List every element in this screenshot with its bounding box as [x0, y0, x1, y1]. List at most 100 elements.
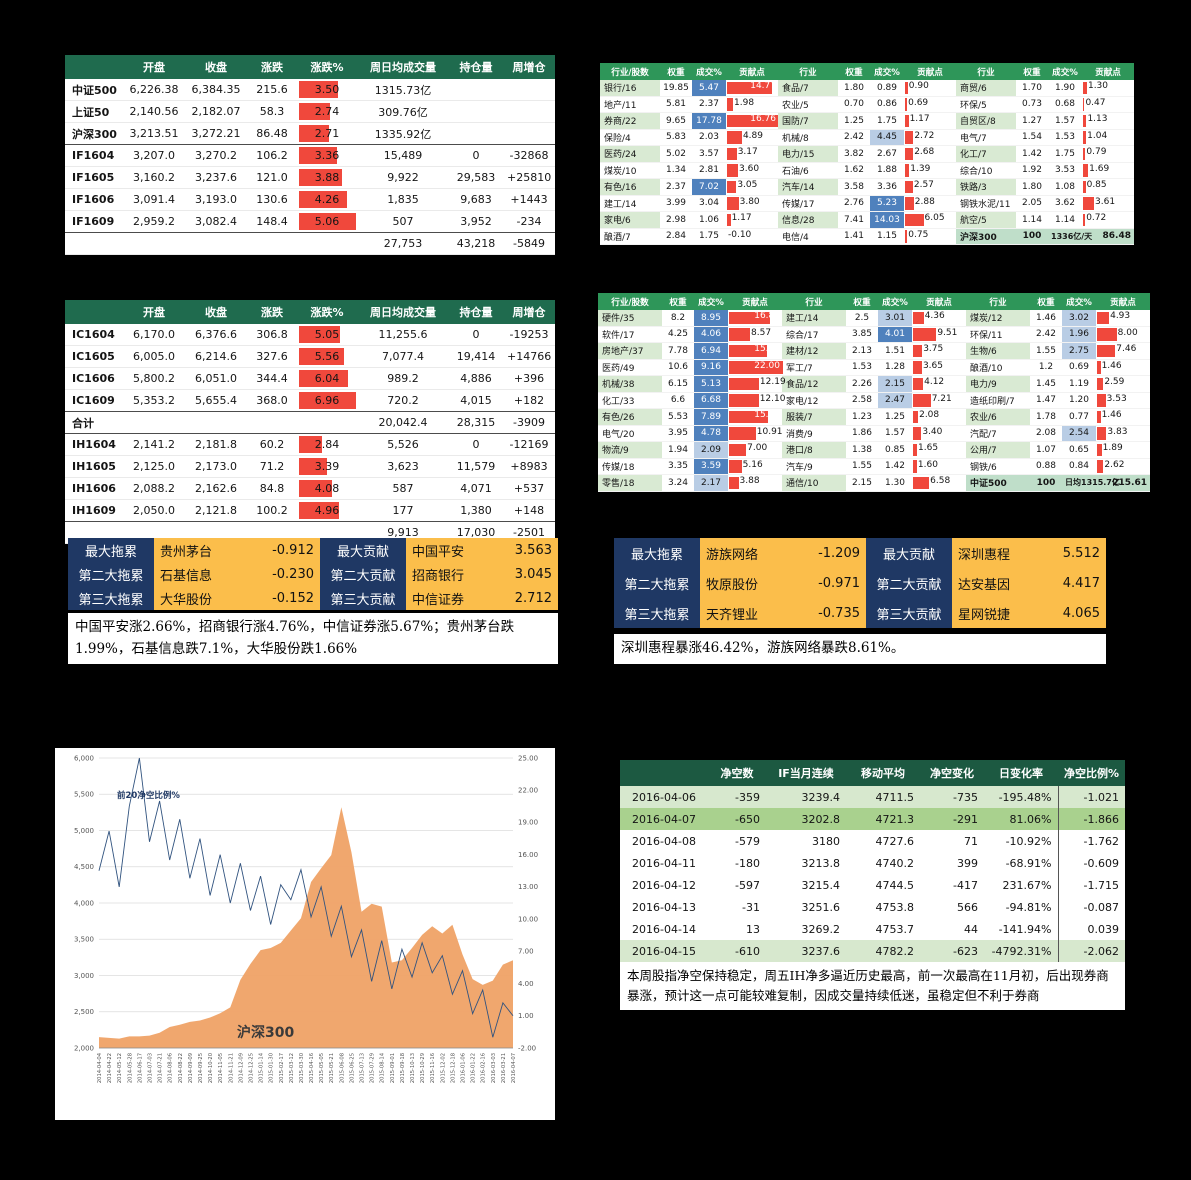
contribution-cell: 3.53 — [1096, 392, 1150, 409]
x-axis-tick-label: 2015-10-29 — [420, 1053, 426, 1083]
table-row: IF1606 3,091.4 3,193.0 130.6 4.26 1,835 9,683 +… — [65, 188, 555, 211]
right-axis-tick-label: 16.00 — [518, 851, 538, 859]
pct-change-cell: 6.04 — [297, 367, 357, 390]
volume-pct-cell: 1.15 — [870, 228, 904, 245]
pct-change-bar — [299, 169, 343, 186]
contribution-value: 15.80 — [754, 410, 780, 420]
data-cell: 215.6 — [247, 79, 297, 101]
data-cell: 13 — [746, 922, 760, 936]
industry-cell: 机械/8 — [778, 129, 838, 146]
pct-change-bar — [299, 502, 340, 519]
hs300-area-series — [99, 807, 513, 1048]
contribution-value: 2.62 — [1104, 459, 1125, 470]
column-header: 周增仓 — [503, 300, 555, 324]
industry-cell: 物流/9 — [598, 441, 662, 459]
x-axis-tick-label: 2016-01-06 — [461, 1053, 467, 1083]
contribution-cell: 1.46 — [1096, 359, 1150, 376]
netshort-table-panel: 净空数 IF当月连续 移动平均 净空变化 日变化率 净空比例% 2016-04-06 -359… — [620, 760, 1125, 1010]
data-cell: -10.92% — [1005, 834, 1052, 848]
column-header: 涨跌 — [247, 300, 297, 324]
contribution-value: 3.75 — [923, 344, 944, 354]
data-cell: 1,380 — [449, 499, 503, 522]
contribution-bar — [1097, 394, 1106, 407]
data-cell: 3,237.6 — [185, 166, 247, 189]
data-cell: 4740.2 — [875, 856, 915, 870]
contribution-bar — [1097, 427, 1107, 440]
data-cell: -1.715 — [1057, 874, 1125, 896]
table-body: 银行/16 19.85 5.47 14.77 食品/7 1.80 0.89 0.90 商贸/6 1… — [600, 80, 1134, 245]
hs300-industry-panel: 行业/股数 权重 成交% 贡献点 行业 权重 成交% 贡献点 行业 权重 成交% 贡献点 银行/16 19… — [600, 63, 1134, 245]
pct-change-bar — [299, 81, 339, 98]
hs300-movers-note: 中国平安涨2.66%，招商银行涨4.76%，中信证券涨5.67%；贵州茅台跌1.… — [68, 613, 558, 665]
contribution-bar — [727, 114, 779, 127]
volume-pct-cell: 0.65 — [1062, 441, 1096, 459]
column-header: 周日均成交量 — [357, 55, 449, 79]
drag-stock-name: 牧原股份 — [700, 568, 808, 598]
industry-cell: 食品/12 — [782, 375, 846, 393]
table-body: 最大拖累 游族网络 -1.209 最大贡献 深圳惠程 5.512 第二大拖累 牧原股份 -0.9… — [614, 538, 1106, 628]
column-header: 行业 — [956, 63, 1016, 80]
data-cell: 3.58 — [838, 178, 870, 196]
volume-pct-cell: 2.03 — [692, 129, 726, 146]
csi500-movers-table: 最大拖累 游族网络 -1.209 最大贡献 深圳惠程 5.512 第二大拖累 牧原股份 -0.9… — [614, 538, 1106, 628]
contribution-bar — [913, 476, 930, 489]
pct-change-bar — [299, 147, 337, 164]
contrib-stock-name: 中国平安 — [406, 538, 502, 562]
x-axis-tick-label: 2015-07-13 — [360, 1053, 366, 1083]
industry-cell: 酿酒/7 — [600, 228, 660, 245]
column-header: 成交% — [1048, 63, 1082, 80]
volume-pct-cell: 3.59 — [694, 458, 728, 475]
contrib-rank-label: 最大贡献 — [320, 538, 406, 562]
contribution-bar — [913, 443, 918, 456]
table-row: 2016-04-13 -31 3251.6 4753.8 566 -94.81% -0.08… — [620, 896, 1125, 918]
industry-cell: 软件/17 — [598, 326, 662, 343]
data-cell: 5,526 — [357, 433, 449, 456]
drag-stock-name: 贵州茅台 — [154, 538, 262, 562]
data-cell: 2,088.2 — [123, 477, 185, 500]
column-header: 日变化率 — [984, 760, 1058, 786]
data-cell: 148.4 — [247, 210, 297, 233]
volume-pct-cell: 5.47 — [692, 80, 726, 97]
data-cell: 6.15 — [662, 375, 694, 393]
x-axis-tick-label: 2014-10-20 — [208, 1053, 214, 1083]
table-body: 硬件/35 8.2 8.95 16.88 建工/14 2.5 3.01 4.36 煤炭/12 1.… — [598, 310, 1150, 492]
table-row: 软件/17 4.25 4.06 8.57 综合/17 3.85 4.01 9.51 环保/11 2… — [598, 326, 1150, 343]
data-cell — [247, 411, 297, 434]
x-axis-tick-label: 2015-01-14 — [259, 1052, 265, 1083]
table-row: 2016-04-15 -610 3237.6 4782.2 -623 -4792.31% -… — [620, 940, 1125, 962]
x-axis-tick-label: 2015-08-14 — [380, 1052, 386, 1083]
data-cell: -610 — [708, 940, 766, 962]
contribution-cell: 12.19 — [728, 375, 786, 393]
industry-cell: 消费/9 — [782, 425, 846, 442]
data-cell: 0.88 — [1030, 458, 1062, 475]
volume-pct-cell: 1.08 — [1048, 178, 1082, 196]
data-cell: 3.99 — [660, 195, 692, 212]
data-cell: 2,162.6 — [185, 477, 247, 500]
pct-change-value: 2.71 — [314, 127, 340, 140]
volume-pct-cell: 14.03 — [870, 211, 904, 229]
data-cell: -12169 — [503, 433, 555, 456]
contribution-value: 1.89 — [1102, 443, 1123, 453]
pct-change-bar — [299, 458, 327, 475]
contribution-value: 1.46 — [1101, 360, 1122, 371]
column-header: IF当月连续 — [766, 760, 846, 786]
contribution-bar — [1097, 361, 1101, 374]
data-cell: -597 — [735, 878, 760, 892]
data-cell: 5,800.2 — [123, 367, 185, 390]
volume-pct-cell: 1.96 — [1062, 326, 1096, 343]
row-label: IH1604 — [65, 433, 123, 456]
contribution-value: 3.61 — [1095, 196, 1116, 207]
column-header: 权重 — [660, 63, 692, 80]
pct-change-cell: 2.74 — [297, 100, 357, 123]
right-axis-tick-label: 19.00 — [518, 819, 538, 827]
data-cell: 587 — [357, 477, 449, 500]
data-cell: 2.42 — [1030, 326, 1062, 343]
data-cell: 81.06% — [984, 808, 1058, 830]
left-axis-tick-label: 4,500 — [74, 863, 94, 871]
industry-cell: 汽配/7 — [966, 425, 1030, 442]
data-cell: -0.609 — [1057, 852, 1125, 874]
data-cell: 6,226.38 — [123, 79, 185, 101]
contribution-bar — [1083, 164, 1089, 177]
pct-change-cell: 6.96 — [297, 389, 357, 412]
row-label: 合计 — [65, 411, 123, 434]
